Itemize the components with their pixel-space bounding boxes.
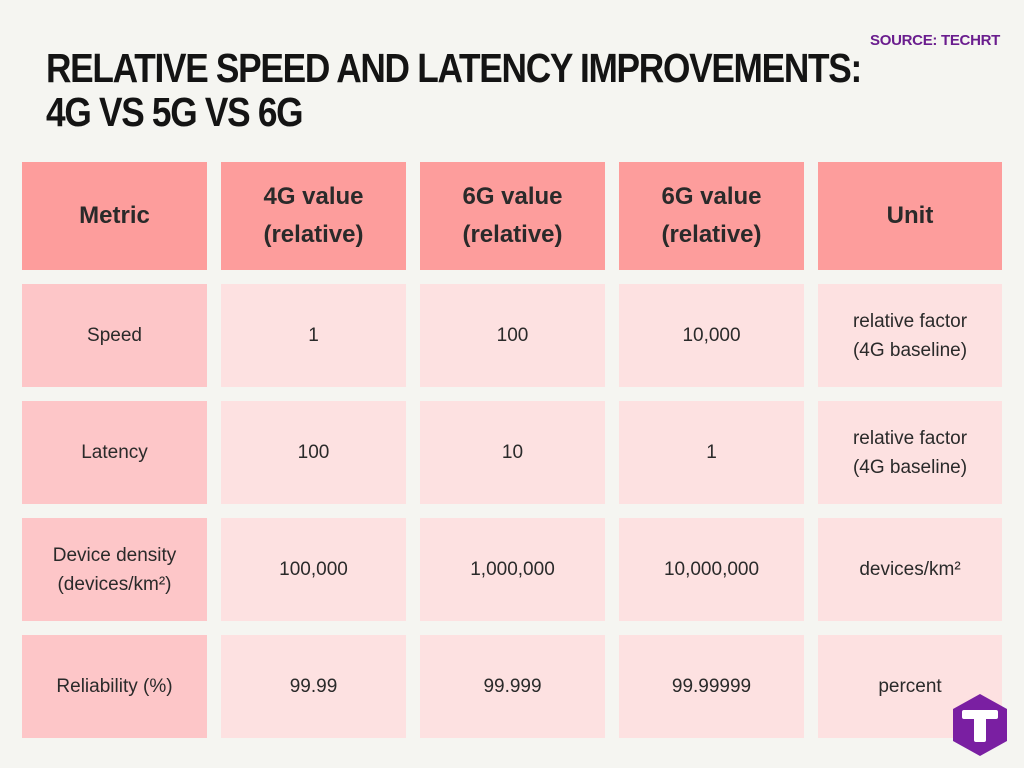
row-speed-6g-value-2: 10,000 <box>619 284 804 387</box>
row-reliability-metric: Reliability (%) <box>22 635 207 738</box>
row-reliability-6g-value: 99.999 <box>420 635 605 738</box>
title-line-2: 4G VS 5G VS 6G <box>46 89 304 135</box>
row-latency-4g-value: 100 <box>221 401 406 504</box>
row-device-density-4g-value: 100,000 <box>221 518 406 621</box>
row-device-density-6g-value: 1,000,000 <box>420 518 605 621</box>
row-device-density-unit: devices/km² <box>818 518 1002 621</box>
row-reliability-6g-value-2: 99.99999 <box>619 635 804 738</box>
column-header-unit: Unit <box>818 162 1002 270</box>
row-device-density-6g-value-2: 10,000,000 <box>619 518 804 621</box>
column-header-6g-value-2: 6G value (relative) <box>619 162 804 270</box>
row-reliability-4g-value: 99.99 <box>221 635 406 738</box>
column-header-metric: Metric <box>22 162 207 270</box>
source-label: SOURCE: TECHRT <box>870 32 1000 49</box>
row-speed-4g-value: 1 <box>221 284 406 387</box>
page-title: RELATIVE SPEED AND LATENCY IMPROVEMENTS:… <box>46 45 862 135</box>
row-latency-unit: relative factor (4G baseline) <box>818 401 1002 504</box>
column-header-4g-value: 4G value (relative) <box>221 162 406 270</box>
row-speed-unit: relative factor (4G baseline) <box>818 284 1002 387</box>
row-latency-6g-value-2: 1 <box>619 401 804 504</box>
row-speed-6g-value: 100 <box>420 284 605 387</box>
row-latency-6g-value: 10 <box>420 401 605 504</box>
row-speed-metric: Speed <box>22 284 207 387</box>
techrt-logo-icon <box>950 692 1010 758</box>
row-latency-metric: Latency <box>22 401 207 504</box>
column-header-6g-value: 6G value (relative) <box>420 162 605 270</box>
row-device-density-metric: Device density (devices/km²) <box>22 518 207 621</box>
title-line-1: RELATIVE SPEED AND LATENCY IMPROVEMENTS: <box>46 45 862 91</box>
